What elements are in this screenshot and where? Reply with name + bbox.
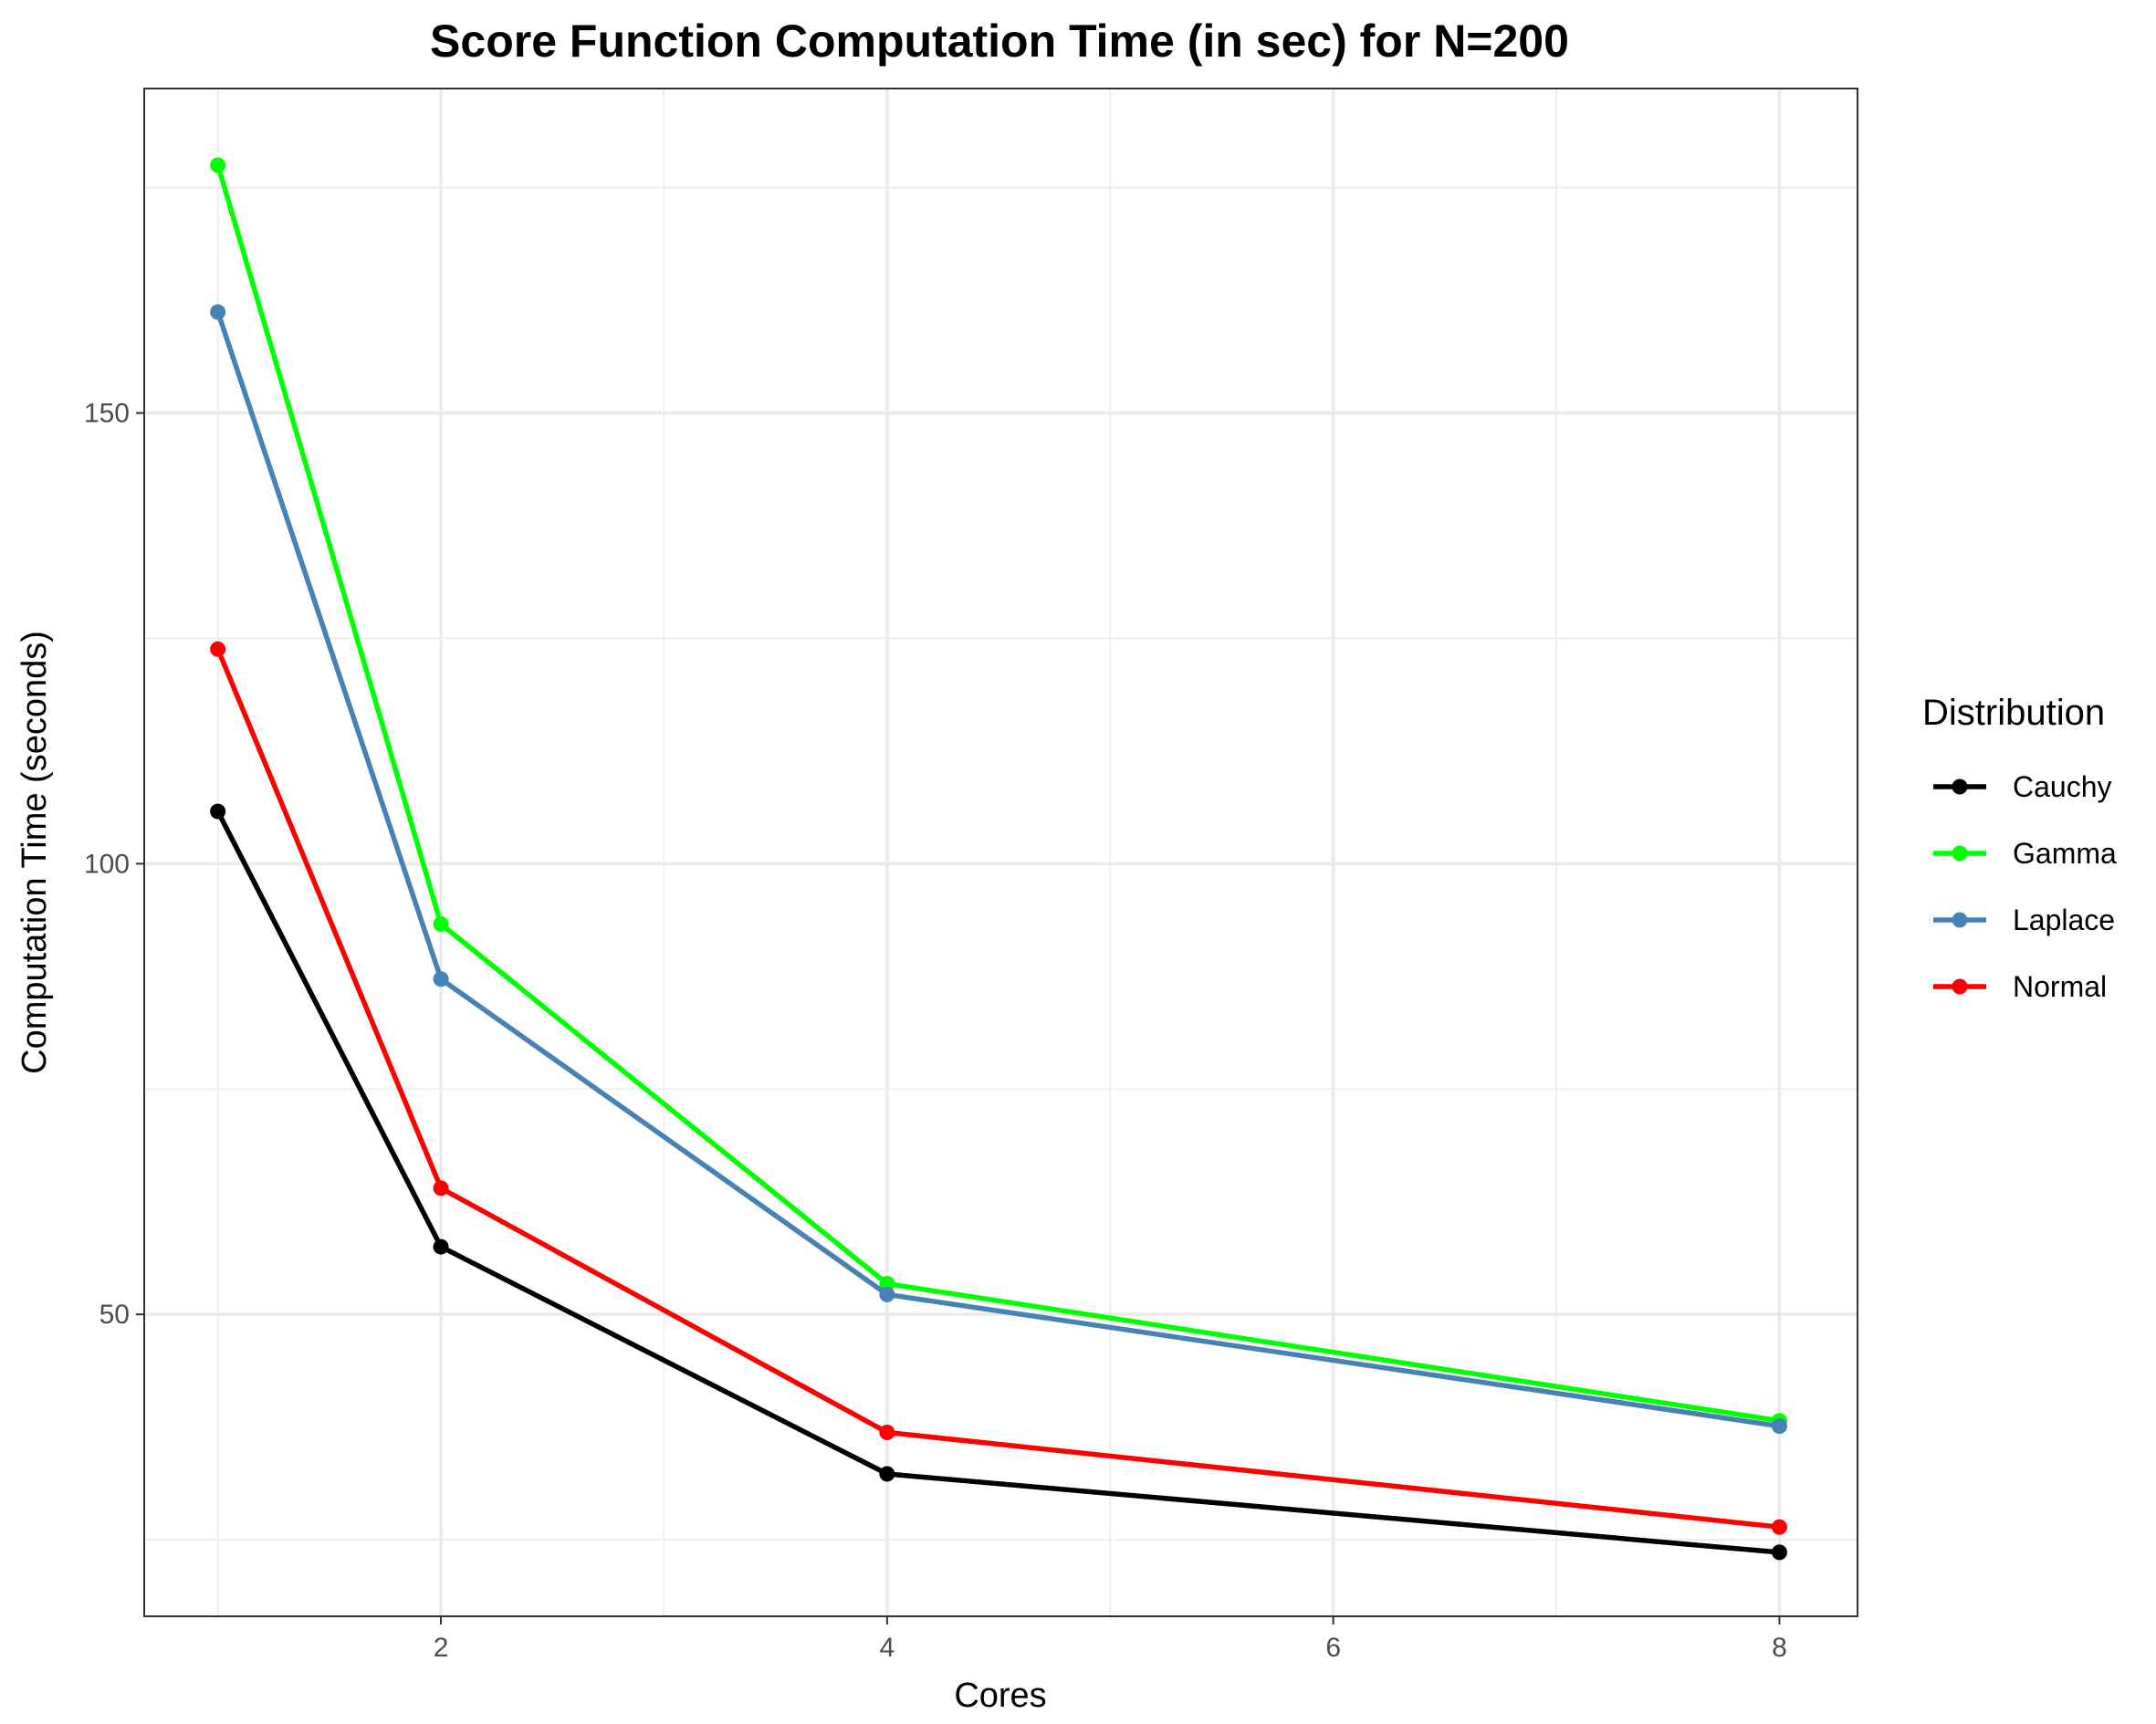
series-laplace: [210, 304, 1787, 1435]
legend-item-laplace: Laplace: [1933, 904, 2115, 936]
point-cauchy-3: [1771, 1544, 1787, 1561]
y-tick-label-0: 50: [99, 1300, 130, 1330]
legend-label-normal: Normal: [2013, 970, 2107, 1003]
y-tick-label-2: 150: [84, 399, 130, 429]
legend-item-cauchy: Cauchy: [1933, 770, 2112, 803]
legend-title: Distribution: [1922, 693, 2105, 733]
point-normal-2: [879, 1425, 895, 1441]
point-laplace-0: [210, 304, 226, 320]
point-cauchy-1: [433, 1238, 449, 1255]
point-laplace-3: [1771, 1418, 1787, 1435]
point-gamma-0: [210, 157, 226, 173]
point-normal-0: [210, 641, 226, 657]
chart-title: Score Function Computation Time (in sec)…: [430, 16, 1569, 67]
y-axis-title: Computation Time (seconds): [16, 631, 54, 1074]
series-line-gamma: [215, 164, 1780, 1424]
x-tick-label-1: 4: [880, 1633, 895, 1663]
point-cauchy-2: [879, 1466, 895, 1482]
x-tick-label-2: 6: [1325, 1633, 1341, 1663]
legend-key-point-laplace: [1952, 912, 1968, 928]
x-axis-ticks: 2 4 6 8: [434, 1616, 1787, 1663]
point-normal-1: [433, 1180, 449, 1196]
grid-minor: [144, 89, 1858, 1616]
legend-key-point-cauchy: [1952, 778, 1968, 795]
y-tick-label-1: 100: [84, 849, 130, 879]
legend: Distribution Cauchy Gamma Laplace Normal: [1922, 693, 2117, 1003]
x-axis-title: Cores: [954, 1677, 1046, 1715]
point-laplace-1: [433, 971, 449, 987]
legend-item-gamma: Gamma: [1933, 837, 2117, 870]
x-tick-label-3: 8: [1772, 1633, 1787, 1663]
series-line-laplace: [215, 311, 1780, 1429]
grid-major: [144, 89, 1858, 1616]
point-cauchy-0: [210, 803, 226, 820]
point-gamma-2: [879, 1276, 895, 1292]
series-layer: [210, 157, 1787, 1561]
series-line-normal: [215, 648, 1780, 1530]
point-normal-3: [1771, 1519, 1787, 1535]
legend-key-point-gamma: [1952, 845, 1968, 862]
series-normal: [210, 641, 1787, 1535]
series-line-cauchy: [215, 810, 1780, 1555]
series-cauchy: [210, 803, 1787, 1561]
point-gamma-1: [433, 916, 449, 933]
legend-label-gamma: Gamma: [2013, 837, 2117, 870]
legend-label-cauchy: Cauchy: [2013, 770, 2112, 803]
legend-items: Cauchy Gamma Laplace Normal: [1933, 770, 2117, 1003]
point-laplace-2: [879, 1286, 895, 1302]
y-axis-ticks: 50 100 150: [84, 399, 144, 1330]
legend-label-laplace: Laplace: [2013, 904, 2115, 936]
legend-key-point-normal: [1952, 978, 1968, 995]
x-tick-label-0: 2: [434, 1633, 449, 1663]
legend-item-normal: Normal: [1933, 970, 2107, 1003]
panel-border: [143, 88, 1858, 1617]
